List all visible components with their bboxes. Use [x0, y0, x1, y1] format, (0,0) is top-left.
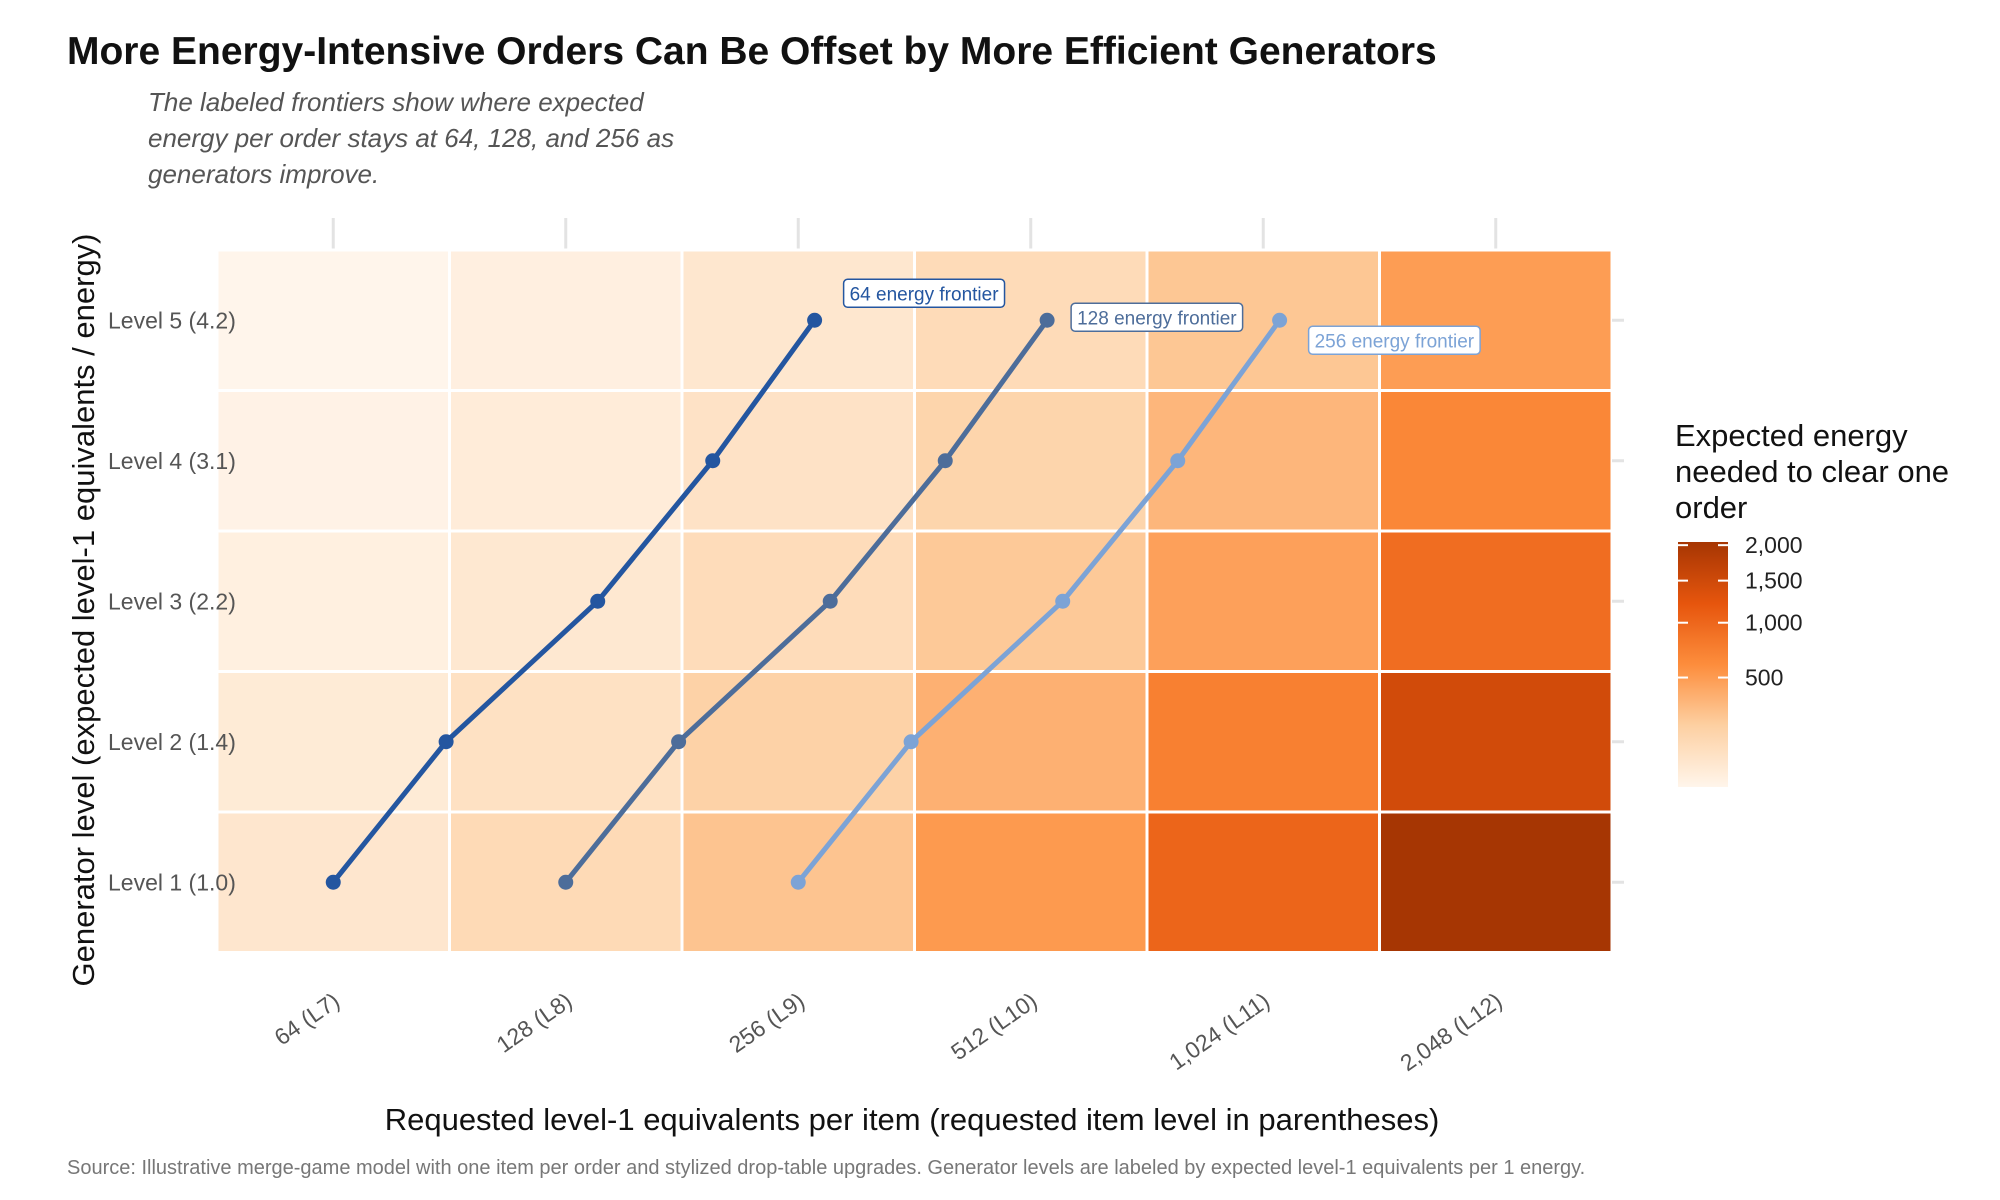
heatmap-cell: [1378, 670, 1614, 814]
chart-title: More Energy-Intensive Orders Can Be Offs…: [67, 30, 1437, 73]
heatmap-cell: [680, 529, 916, 673]
legend-title: Expected energy needed to clear one orde…: [1675, 418, 1950, 525]
x-tick-labels: 64 (L7) 128 (L8) 256 (L9) 512 (L10) 1,024 (L…: [270, 987, 1507, 1076]
heatmap-cell: [1145, 670, 1381, 814]
legend-break-label: 2,000: [1745, 532, 1803, 558]
heatmap-cells: [215, 248, 1614, 954]
source-caption: Source: Illustrative merge-game model wi…: [67, 1157, 1586, 1179]
frontier-label: 64 energy frontier: [842, 278, 1006, 308]
heatmap-cell: [680, 389, 916, 533]
heatmap-cell: [215, 670, 451, 814]
heatmap-cell: [1378, 529, 1614, 673]
x-tick-label: 64 (L7): [270, 987, 345, 1050]
frontier-label-text: 256 energy frontier: [1315, 331, 1475, 352]
frontier-labels: 64 energy frontier 128 energy frontier 256…: [842, 278, 1481, 355]
heatmap-cell: [1145, 810, 1381, 954]
frontier-label-box: [1070, 302, 1244, 332]
frontier-point: [1170, 453, 1186, 469]
frontier-point: [903, 734, 919, 750]
x-tick-label: 512 (L10): [946, 987, 1042, 1065]
frontier-point: [705, 453, 721, 469]
frontier-label: 128 energy frontier: [1070, 302, 1244, 332]
y-tick-labels: Level 1 (1.0) Level 2 (1.4) Level 3 (2.2) L…: [108, 307, 236, 895]
frontier-point: [937, 453, 953, 469]
heatmap-cell: [913, 670, 1149, 814]
x-tick-label: 2,048 (L12): [1395, 987, 1506, 1076]
heatmap-cell: [1145, 529, 1381, 673]
frontier-point: [822, 593, 838, 609]
heatmap-cell: [215, 389, 451, 533]
x-tick-label: 128 (L8): [492, 987, 577, 1057]
frontier-label-box: [1307, 325, 1481, 355]
heatmap-cell: [913, 810, 1149, 954]
frontier-points: [325, 312, 1288, 890]
frontier-point: [325, 874, 341, 890]
y-tick-label: Level 2 (1.4): [108, 729, 236, 755]
heatmap-cell: [215, 529, 451, 673]
y-tick-label: Level 5 (4.2): [108, 307, 236, 333]
heatmap-cell: [215, 248, 451, 392]
x-axis-label: Requested level-1 equivalents per item (…: [384, 1102, 1440, 1137]
frontier-point: [558, 874, 574, 890]
y-tick-label: Level 3 (2.2): [108, 588, 236, 614]
y-tick-label: Level 1 (1.0): [108, 869, 236, 895]
heatmap-cell: [448, 670, 684, 814]
heatmap-cell: [448, 529, 684, 673]
heatmap-cell: [448, 248, 684, 392]
frontier-point: [1272, 312, 1288, 328]
frontier-point: [790, 874, 806, 890]
x-tick-label: 1,024 (L11): [1164, 987, 1274, 1075]
frontier-point: [671, 734, 687, 750]
frontier-point: [1055, 593, 1071, 609]
legend-color-bar: [1678, 542, 1728, 787]
heatmap-cell: [1378, 810, 1614, 954]
frontier-point: [1039, 312, 1055, 328]
x-tick-label: 256 (L9): [724, 987, 809, 1057]
frontier-label-text: 64 energy frontier: [850, 284, 1000, 305]
heatmap-cell: [1378, 389, 1614, 533]
heatmap-cell: [1378, 248, 1614, 392]
legend-break-label: 1,000: [1745, 610, 1803, 636]
right-tick-marks: [1612, 318, 1624, 884]
heatmap-cell: [448, 389, 684, 533]
frontier-label-text: 128 energy frontier: [1077, 308, 1237, 329]
chart-subtitle: The labeled frontiers show where expecte…: [148, 87, 675, 189]
frontier-point: [590, 593, 606, 609]
legend-break-label: 1,500: [1745, 568, 1803, 594]
legend-break-label: 500: [1745, 665, 1783, 691]
frontier-label-box: [842, 278, 1006, 308]
color-legend: 500 1,000 1,500 2,000: [1678, 532, 1803, 787]
heatmap-cell: [1145, 389, 1381, 533]
y-tick-label: Level 4 (3.1): [108, 448, 236, 474]
y-axis-label: Generator level (expected level-1 equiva…: [66, 233, 101, 987]
heatmap-cell: [680, 248, 916, 392]
heatmap-cell: [913, 529, 1149, 673]
frontier-point: [807, 312, 823, 328]
top-tick-marks: [331, 218, 1498, 250]
heatmap-cell: [680, 670, 916, 814]
frontier-point: [438, 734, 454, 750]
frontier-label: 256 energy frontier: [1307, 325, 1481, 355]
